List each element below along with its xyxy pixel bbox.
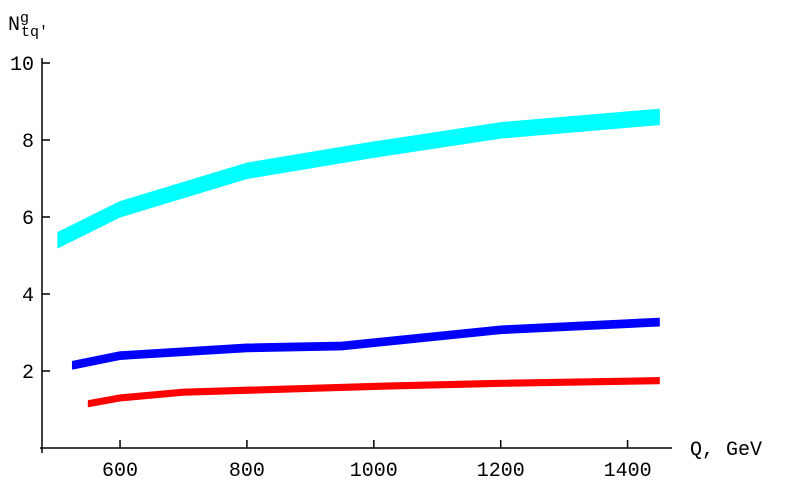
x-tick-label: 600 <box>102 460 138 483</box>
band <box>57 108 660 249</box>
y-tick-label: 8 <box>22 131 34 154</box>
x-tick-label: 1000 <box>350 460 398 483</box>
x-axis-label: Q, GeV <box>690 439 762 462</box>
band <box>87 377 660 408</box>
band <box>71 317 660 370</box>
y-label-sup: g <box>20 10 29 27</box>
x-tick-label: 1200 <box>477 460 525 483</box>
y-tick-label: 4 <box>22 285 34 308</box>
y-axis-label: Ng tq' <box>8 10 48 41</box>
y-tick-label: 2 <box>22 362 34 385</box>
y-tick-label: 6 <box>22 208 34 231</box>
y-label-base: N <box>8 14 20 37</box>
y-label-sub: tq' <box>21 24 48 41</box>
x-tick-label: 800 <box>229 460 265 483</box>
x-tick-label: 1400 <box>604 460 652 483</box>
y-tick-label: 10 <box>10 54 34 77</box>
